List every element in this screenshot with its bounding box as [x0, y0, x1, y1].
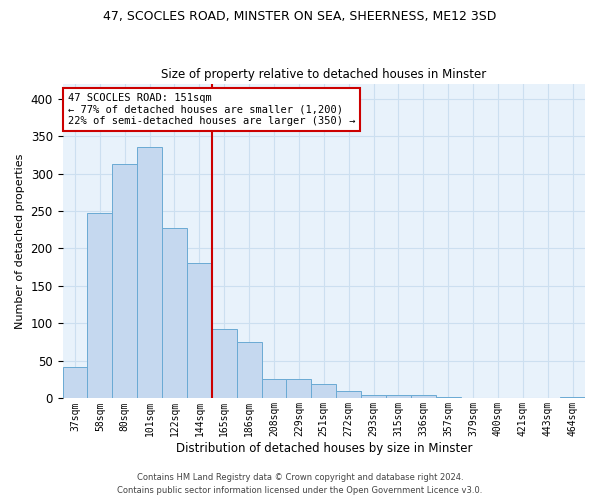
Bar [187, 262, 212, 398]
X-axis label: Distribution of detached houses by size in Minster: Distribution of detached houses by size … [176, 442, 472, 455]
Y-axis label: Number of detached properties: Number of detached properties [15, 154, 25, 328]
Bar [436, 397, 461, 398]
Bar [336, 391, 361, 398]
Bar [212, 328, 236, 398]
Bar [286, 379, 311, 398]
Bar [236, 342, 262, 398]
Bar [137, 148, 162, 398]
Bar [162, 228, 187, 398]
Bar [62, 367, 88, 398]
Text: 47, SCOCLES ROAD, MINSTER ON SEA, SHEERNESS, ME12 3SD: 47, SCOCLES ROAD, MINSTER ON SEA, SHEERN… [103, 10, 497, 23]
Bar [386, 394, 411, 398]
Bar [262, 379, 286, 398]
Title: Size of property relative to detached houses in Minster: Size of property relative to detached ho… [161, 68, 487, 81]
Text: Contains HM Land Registry data © Crown copyright and database right 2024.
Contai: Contains HM Land Registry data © Crown c… [118, 474, 482, 495]
Bar [88, 213, 112, 398]
Bar [560, 397, 585, 398]
Bar [112, 164, 137, 398]
Text: 47 SCOCLES ROAD: 151sqm
← 77% of detached houses are smaller (1,200)
22% of semi: 47 SCOCLES ROAD: 151sqm ← 77% of detache… [68, 93, 355, 126]
Bar [411, 396, 436, 398]
Bar [311, 384, 336, 398]
Bar [361, 396, 386, 398]
